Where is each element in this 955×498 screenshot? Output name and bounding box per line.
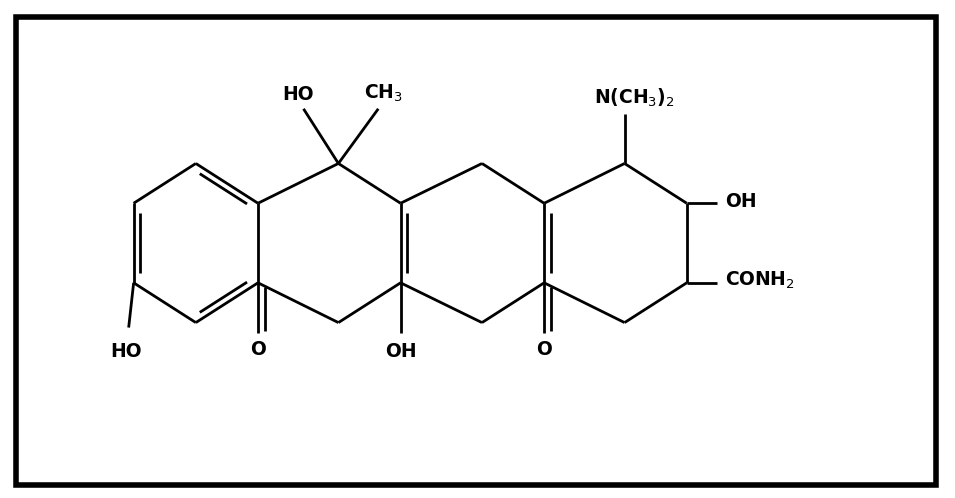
Text: O: O	[250, 341, 265, 360]
Text: HO: HO	[110, 343, 141, 362]
Text: HO: HO	[283, 85, 314, 104]
Text: N(CH$_3$)$_2$: N(CH$_3$)$_2$	[594, 87, 675, 109]
Text: O: O	[536, 341, 552, 360]
Text: CH$_3$: CH$_3$	[364, 83, 403, 104]
Text: OH: OH	[725, 192, 756, 211]
Text: OH: OH	[385, 343, 416, 362]
Text: CONH$_2$: CONH$_2$	[725, 270, 795, 291]
